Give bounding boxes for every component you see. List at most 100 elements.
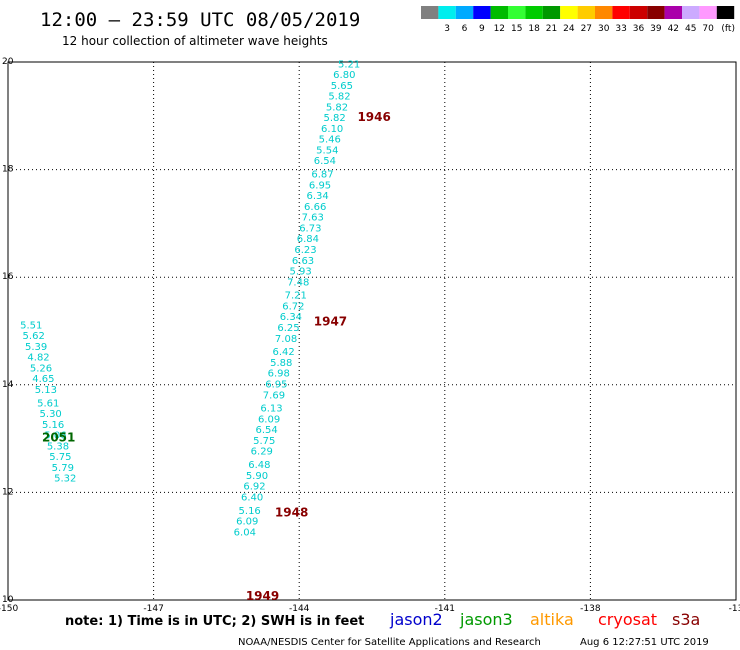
- y-tick-label: 12: [2, 487, 13, 497]
- legend-label: 21: [546, 24, 557, 34]
- legend-label: 18: [528, 24, 540, 34]
- legend-label: 9: [479, 24, 485, 34]
- wave-height-label: 7.69: [263, 390, 285, 401]
- legend-swatch: [699, 6, 717, 19]
- wave-height-label: 6.95: [309, 180, 331, 191]
- legend-label: 70: [702, 24, 714, 34]
- wave-height-label: 5.88: [270, 358, 292, 369]
- color-legend: 3 6 9 12 15 18 21 24 27 30 33 36 39 42 45 70 (ft): [421, 6, 735, 34]
- wave-height-label: 5.13: [35, 385, 57, 396]
- wave-height-label: 5.51: [20, 320, 42, 331]
- pass-time-label: 2051: [42, 430, 75, 444]
- wave-height-label: 5.62: [23, 331, 45, 342]
- wave-height-label: 6.95: [265, 379, 287, 390]
- wave-height-label: 7.21: [285, 291, 307, 302]
- wave-height-label: 5.82: [323, 113, 345, 124]
- wave-height-label: 6.42: [273, 347, 295, 358]
- wave-height-label: 6.13: [260, 404, 282, 415]
- satellite-cryosat: cryosat: [598, 610, 657, 629]
- y-tick-label: 20: [2, 57, 14, 67]
- wave-height-label: 5.16: [239, 506, 261, 517]
- legend-swatch: [473, 6, 491, 19]
- satellite-jason3: jason3: [459, 610, 513, 629]
- wave-height-label: 6.72: [282, 301, 304, 312]
- legend-swatch: [455, 6, 474, 19]
- wave-height-label: 4.82: [27, 353, 49, 364]
- wave-height-label: 5.46: [319, 135, 341, 146]
- wave-height-label: 6.54: [256, 425, 278, 436]
- x-tick-label: -13: [729, 604, 740, 614]
- satellite-jason2: jason2: [389, 610, 443, 629]
- wave-height-label: 6.98: [268, 369, 290, 380]
- wave-height-label: 5.32: [54, 474, 76, 485]
- grid-lines: [8, 62, 736, 600]
- legend-label: 27: [581, 24, 592, 34]
- x-tick-label: -144: [289, 604, 310, 614]
- wave-height-label: 7.08: [275, 334, 297, 345]
- legend-unit: (ft): [721, 24, 735, 34]
- wave-height-label: 6.04: [234, 527, 256, 538]
- wave-height-label: 6.87: [311, 170, 333, 181]
- legend-swatch: [421, 6, 439, 19]
- wave-height-label: 5.75: [49, 452, 71, 463]
- y-tick-label: 18: [2, 165, 14, 175]
- pass-time-label: 1948: [275, 506, 308, 520]
- wave-height-label: 6.25: [277, 323, 299, 334]
- legend-label: 12: [494, 24, 505, 34]
- legend-label: 30: [598, 24, 610, 34]
- y-tick-label: 10: [2, 595, 14, 605]
- legend-swatch: [542, 6, 561, 19]
- wave-height-label: 5.06: [44, 431, 66, 442]
- legend-swatch: [490, 6, 508, 19]
- chart-title: 12:00 – 23:59 UTC 08/05/2019: [40, 9, 360, 31]
- legend-swatch: [682, 6, 700, 19]
- wave-height-label: 6.73: [299, 223, 321, 234]
- legend-label: 45: [685, 24, 696, 34]
- legend-swatch: [716, 6, 735, 19]
- x-tick-label: -150: [0, 604, 18, 614]
- wave-height-label: 6.63: [292, 256, 314, 267]
- wave-height-label: 6.80: [333, 70, 355, 81]
- wave-height-label: 5.93: [289, 267, 311, 278]
- wave-height-label: 5.30: [40, 409, 62, 420]
- wave-height-label: 5.61: [37, 398, 59, 409]
- pass-labels: 1946 1947 1948 1949 2051: [42, 110, 391, 603]
- wave-height-label: 6.09: [258, 414, 280, 425]
- footer-credit: NOAA/NESDIS Center for Satellite Applica…: [238, 637, 541, 648]
- wave-height-label: 6.34: [306, 191, 328, 202]
- wave-height-label: 7.48: [287, 277, 309, 288]
- legend-swatch: [525, 6, 543, 19]
- wave-height-label: 5.75: [253, 436, 275, 447]
- satellite-legend: jason2 jason3 altika cryosat s3a: [389, 610, 700, 629]
- legend-swatch: [664, 6, 682, 19]
- satellite-s3a: s3a: [672, 610, 700, 629]
- legend-label: 15: [511, 24, 522, 34]
- legend-swatch: [438, 6, 456, 19]
- y-tick-label: 14: [2, 380, 14, 390]
- plot-frame: [7, 61, 737, 601]
- wave-height-label: 6.29: [251, 447, 273, 458]
- wave-height-label: 5.21: [338, 59, 360, 70]
- wave-height-label: 5.82: [326, 102, 348, 113]
- legend-label: 33: [615, 24, 626, 34]
- legend-swatch: [560, 6, 578, 19]
- legend-label: 3: [444, 24, 450, 34]
- wave-height-label: 5.38: [47, 441, 69, 452]
- footer-timestamp: Aug 6 12:27:51 UTC 2019: [580, 637, 709, 648]
- wave-height-label: 6.40: [241, 492, 263, 503]
- legend-swatch: [612, 6, 630, 19]
- wave-height-label: 5.54: [316, 145, 338, 156]
- legend-swatch: [508, 6, 526, 19]
- wave-height-label: 7.63: [302, 213, 324, 224]
- axis-ticks: -150 -147 -144 -141 -138 -13 10 12 14 16 18 20: [0, 57, 740, 614]
- footer-note: note: 1) Time is in UTC; 2) SWH is in fe…: [65, 614, 364, 629]
- data-points: 5.216.805.655.825.825.826.105.465.546.54…: [20, 59, 360, 538]
- pass-time-label: 1946: [357, 110, 390, 124]
- wave-height-label: 6.84: [297, 234, 319, 245]
- wave-height-label: 6.66: [304, 202, 326, 213]
- legend-label: 39: [650, 24, 662, 34]
- satellite-altika: altika: [530, 610, 574, 629]
- pass-time-label: 1947: [314, 315, 347, 329]
- wave-height-label: 5.16: [42, 420, 64, 431]
